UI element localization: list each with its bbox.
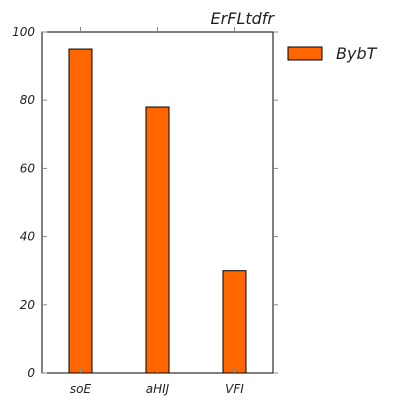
x-tick-label: aHIJ [146,382,170,396]
legend-label: BybT [336,44,378,63]
x-tick-label: VFI [225,382,244,396]
y-tick-label: 0 [27,366,35,380]
y-tick-label: 80 [20,93,36,107]
bar-series [68,48,247,374]
x-tick-label: soE [70,382,92,396]
legend-swatch [287,46,323,61]
chart-title: ErFLtdfr [211,9,276,28]
y-tick-label: 60 [20,161,36,175]
legend: BybT [287,44,378,63]
bar [222,270,247,374]
y-tick-label: 20 [20,298,36,312]
y-tick-label: 100 [12,25,35,39]
y-tick-label: 40 [20,230,36,244]
axis-ticks: soE aHIJ VFI 0 20 40 60 80 100 [12,25,278,396]
bar [145,106,170,374]
bar [68,48,93,374]
